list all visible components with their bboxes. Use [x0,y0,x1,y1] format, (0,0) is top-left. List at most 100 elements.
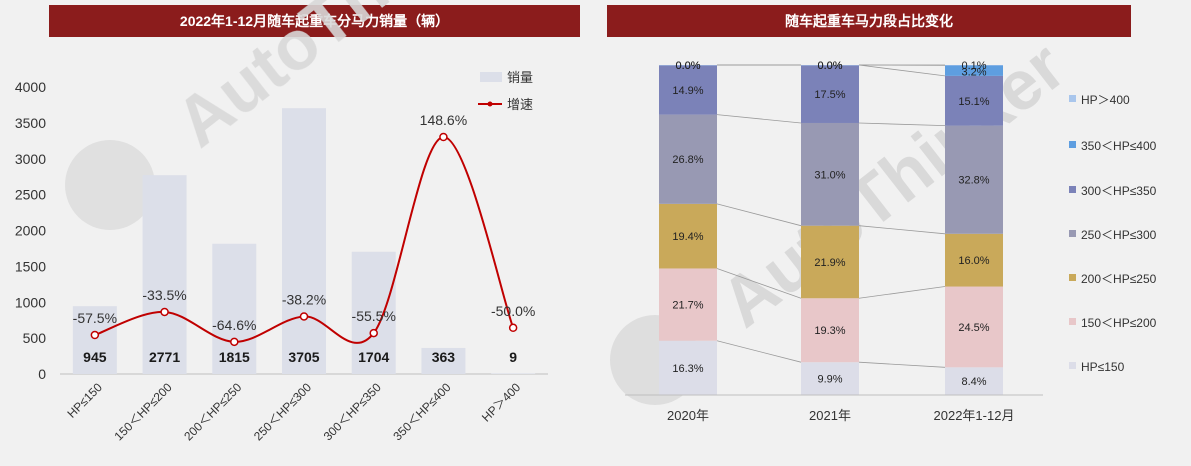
stack-segment [659,65,717,66]
growth-label: -38.2% [282,291,326,307]
bar-value-label: 363 [432,349,456,365]
growth-point [439,132,448,142]
segment-label: 31.0% [814,169,845,181]
x-category-label: 200＜HP≤250 [181,380,244,443]
bar-value-label: 9 [509,349,517,365]
stack-segment [945,233,1003,287]
growth-point [299,312,309,321]
legend-bar-swatch [480,72,502,82]
y-tick-label: 0 [38,366,46,382]
legend-swatch [1069,95,1076,102]
segment-label: 3.2% [961,67,986,79]
stack-segment [945,65,1003,66]
x-category-label: 2022年1-12月 [934,408,1015,423]
connector-line [858,361,946,368]
legend-line-label: 增速 [507,97,533,112]
segment-label: 0.0% [817,60,842,72]
segment-label: 0.0% [675,60,700,72]
legend-label: 300＜HP≤350 [1081,184,1157,198]
legend-label: 150＜HP≤200 [1081,316,1157,330]
growth-label: -57.5% [73,310,117,326]
segment-label: 32.8% [958,175,989,187]
left-chart-panel: 2022年1-12月随车起重车分马力销量（辆） AutoThinker 0 500 1… [0,0,590,466]
legend-label: 200＜HP≤250 [1081,272,1157,286]
legend-label: HP＞400 [1081,93,1130,107]
legend-label: 350＜HP≤400 [1081,139,1157,153]
legend-line-marker [487,101,493,107]
right-chart-panel: 随车起重车马力段占比变化 AutoThinker 16.3% 21.7% 19.4% 2… [595,0,1191,466]
stack-segment [945,75,1003,126]
segment-label: 17.5% [814,89,845,101]
bar [72,306,117,374]
segment-label: 15.1% [958,96,989,108]
y-tick-label: 4000 [15,79,46,95]
x-category-label: HP≤150 [64,380,105,421]
segment-label: 0.0% [675,60,700,72]
bar-value-label: 3705 [288,349,319,365]
watermark-brand-text: AutoThinker [706,27,1079,342]
growth-line [94,135,515,344]
segment-label: 26.8% [672,154,703,166]
watermark-brand-text: AutoThinker [161,0,534,162]
connector-line [716,340,802,363]
x-category-label: 350＜HP≤400 [390,380,453,443]
stack-segment [801,122,859,226]
y-tick-label: 500 [23,330,47,346]
legend-label: 250＜HP≤300 [1081,228,1157,242]
left-chart-svg: AutoThinker 0 500 1000 1500 2000 2500 3000 3500 4… [15,0,548,443]
growth-label: -33.5% [142,287,186,303]
connector-line [716,203,802,227]
connector-line [858,286,946,299]
growth-label: -55.5% [352,308,396,324]
stack-segment [945,286,1003,368]
segment-label: 21.7% [672,300,703,312]
stack-segment [659,114,717,204]
stack-segment [801,225,859,299]
bar [282,108,326,374]
growth-label: -64.6% [212,317,256,333]
segment-label: 24.5% [958,322,989,334]
legend-swatch [1069,186,1076,193]
right-chart-svg: AutoThinker 16.3% 21.7% 19.4% 26.8% 14.9% 0.0%… [610,27,1157,423]
growth-point [508,323,518,333]
y-tick-label: 2500 [15,187,46,203]
stack-segment [945,367,1003,395]
growth-point [160,307,169,317]
segment-label: 9.9% [817,374,842,386]
segment-label: 21.9% [814,257,845,269]
legend-bar-label: 销量 [507,70,533,85]
stack-segment [659,268,717,341]
right-chart-title: 随车起重车马力段占比变化 [607,5,1131,37]
segment-label: 0.0% [817,60,842,72]
growth-point [230,337,239,347]
connector-line [858,122,946,127]
growth-label: 148.6% [420,112,467,128]
stack-segment [801,362,859,395]
connector-line [716,114,802,124]
bar-value-label: 1704 [358,349,389,365]
bar [212,243,257,374]
bar-value-label: 1815 [219,349,250,365]
bar [351,251,396,374]
segment-label: 16.3% [672,363,703,375]
connector-line [716,268,802,299]
x-category-label: 2021年 [809,408,851,423]
y-tick-label: 1000 [15,294,46,310]
x-category-label: HP＞400 [479,380,524,425]
bar [491,373,536,374]
segment-label: 19.4% [672,231,703,243]
segment-label: 16.0% [958,255,989,267]
bar-value-label: 2771 [149,349,180,365]
segment-label: 14.9% [672,85,703,97]
legend-swatch [1069,274,1076,281]
legend-swatch [1069,362,1076,369]
y-tick-label: 2000 [15,223,46,239]
stack-segment [801,298,859,363]
stack-segment [659,340,717,395]
segment-label: 19.3% [814,325,845,337]
legend-swatch [1069,141,1076,148]
legend-swatch [1069,318,1076,325]
x-category-label: 150＜HP≤200 [112,380,175,443]
segment-label: 0.1% [961,60,986,72]
x-category-label: 300＜HP≤350 [321,380,384,443]
